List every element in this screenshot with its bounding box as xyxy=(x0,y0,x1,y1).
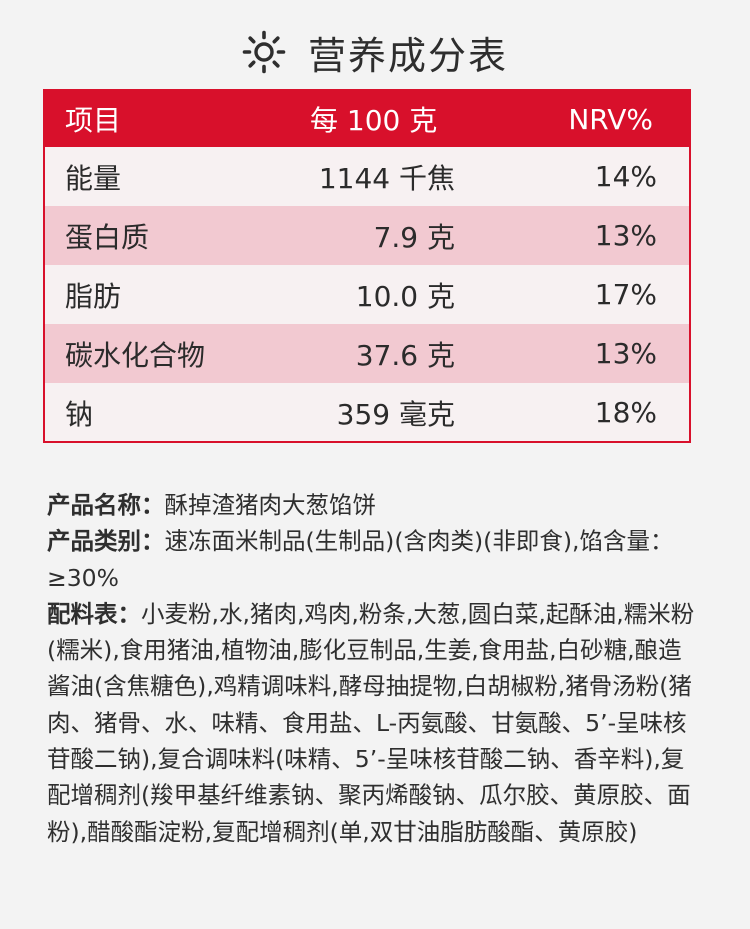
row-nrv: 17% xyxy=(594,278,657,311)
table-row: 能量 1144 千焦 14% xyxy=(45,147,689,206)
header-item: 项目 xyxy=(65,104,122,137)
row-per100: 10.0 克 xyxy=(355,279,455,313)
row-item: 蛋白质 xyxy=(65,220,150,254)
product-category-value: 速冻面米制品(生制品)(含肉类)(非即食),馅含量：≥30% xyxy=(47,527,674,592)
product-info: 产品名称：酥掉渣猪肉大葱馅饼 产品类别：速冻面米制品(生制品)(含肉类)(非即食… xyxy=(47,487,697,850)
product-category-label: 产品类别： xyxy=(47,527,165,556)
product-name-value: 酥掉渣猪肉大葱馅饼 xyxy=(164,491,377,519)
header-nrv: NRV% xyxy=(568,102,653,136)
row-per100: 37.6 克 xyxy=(355,338,455,372)
row-nrv: 13% xyxy=(594,219,657,252)
row-item: 钠 xyxy=(65,397,94,431)
page-title: 营养成分表 xyxy=(307,33,508,78)
row-per100: 1144 千焦 xyxy=(318,161,455,195)
product-category-line: 产品类别：速冻面米制品(生制品)(含肉类)(非即食),馅含量：≥30% xyxy=(47,523,697,596)
title-row: 营养成分表 xyxy=(0,22,750,82)
row-item: 碳水化合物 xyxy=(65,338,206,372)
ingredients-label: 配料表： xyxy=(47,599,141,628)
product-name-label: 产品名称： xyxy=(47,491,165,519)
header-per100: 每 100 克 xyxy=(310,104,438,137)
table-row: 脂肪 10.0 克 17% xyxy=(45,265,689,324)
row-nrv: 13% xyxy=(594,337,657,370)
table-row: 蛋白质 7.9 克 13% xyxy=(45,206,689,265)
nutrition-table: 项目 每 100 克 NRV% 能量 1144 千焦 14% 蛋白质 7.9 克… xyxy=(43,89,691,443)
row-per100: 7.9 克 xyxy=(373,220,455,254)
sun-icon xyxy=(242,30,286,74)
row-item: 脂肪 xyxy=(65,279,122,313)
row-item: 能量 xyxy=(65,161,122,195)
product-name-line: 产品名称：酥掉渣猪肉大葱馅饼 xyxy=(47,487,697,523)
table-header: 项目 每 100 克 NRV% xyxy=(45,91,689,147)
row-per100: 359 毫克 xyxy=(336,397,455,431)
table-row: 碳水化合物 37.6 克 13% xyxy=(45,324,689,383)
row-nrv: 18% xyxy=(594,396,657,429)
row-nrv: 14% xyxy=(594,160,657,193)
table-row: 钠 359 毫克 18% xyxy=(45,383,689,442)
ingredients-value: 小麦粉,水,猪肉,鸡肉,粉条,大葱,圆白菜,起酥油,糯米粉(糯米),食用猪油,植… xyxy=(47,599,695,846)
ingredients-line: 配料表：小麦粉,水,猪肉,鸡肉,粉条,大葱,圆白菜,起酥油,糯米粉(糯米),食用… xyxy=(47,596,697,850)
